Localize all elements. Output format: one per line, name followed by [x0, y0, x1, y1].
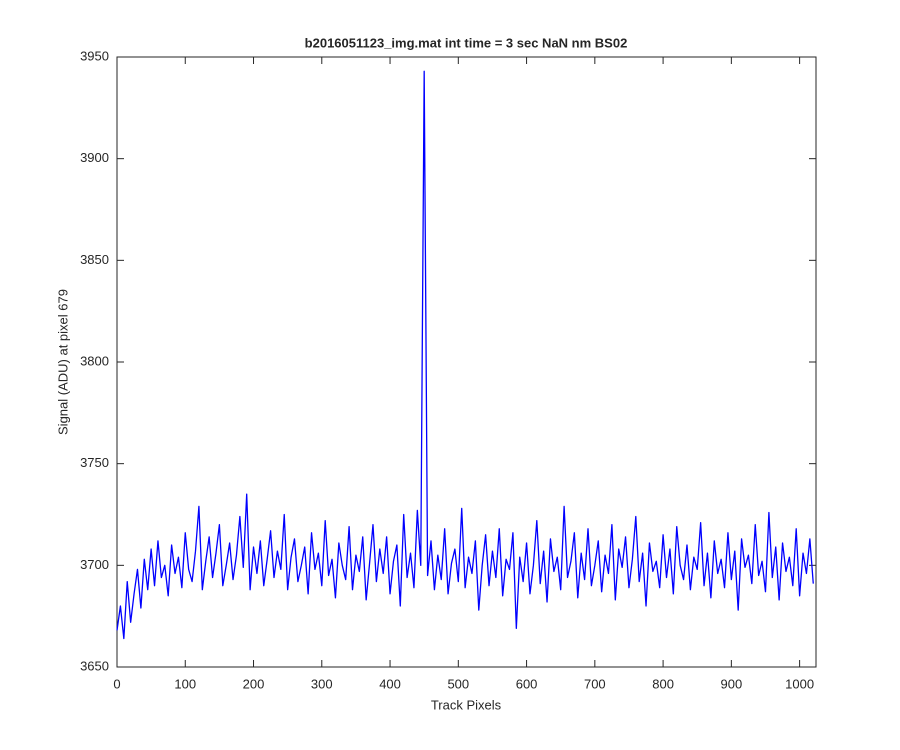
x-tick-label: 200: [243, 676, 265, 691]
y-tick-label: 3750: [80, 455, 109, 470]
y-tick-label: 3850: [80, 252, 109, 267]
y-tick-label: 3650: [80, 658, 109, 673]
x-tick-label: 0: [113, 676, 120, 691]
x-tick-label: 600: [516, 676, 538, 691]
y-tick-label: 3700: [80, 557, 109, 572]
x-tick-label: 400: [379, 676, 401, 691]
x-tick-label: 1000: [785, 676, 814, 691]
x-tick-label: 100: [174, 676, 196, 691]
y-tick-label: 3800: [80, 353, 109, 368]
y-axis-label: Signal (ADU) at pixel 679: [55, 289, 70, 435]
plot-box: [116, 56, 817, 668]
x-tick-label: 800: [652, 676, 674, 691]
x-tick-label: 700: [584, 676, 606, 691]
chart-title: b2016051123_img.mat int time = 3 sec NaN…: [305, 35, 628, 50]
y-tick-label: 3900: [80, 150, 109, 165]
x-tick-label: 900: [721, 676, 743, 691]
x-tick-label: 500: [447, 676, 469, 691]
y-tick-label: 3950: [80, 48, 109, 63]
x-tick-label: 300: [311, 676, 333, 691]
x-axis-label: Track Pixels: [431, 697, 502, 712]
data-line: [116, 70, 814, 640]
